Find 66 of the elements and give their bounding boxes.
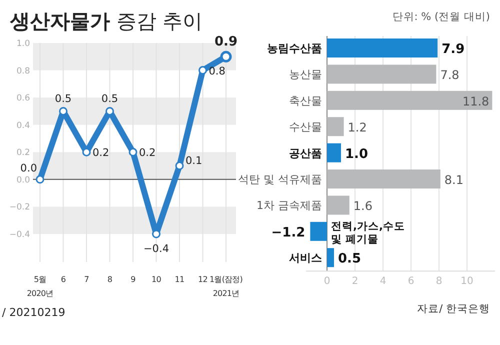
x-tick-label: 2 xyxy=(352,276,358,288)
y-tick-label: 석탄 및 석유제품 xyxy=(238,173,322,186)
data-label: 0.5 xyxy=(338,252,362,267)
point xyxy=(36,175,44,184)
x-tick-label: 12 xyxy=(198,275,208,284)
y-tick-label: 0.2 xyxy=(16,148,30,158)
bar xyxy=(327,117,344,136)
point xyxy=(198,66,207,75)
bar xyxy=(327,38,438,58)
text: 0.8 xyxy=(208,65,226,78)
point xyxy=(128,148,138,156)
x-tick-label: 6 xyxy=(408,276,414,288)
text: 단위: % (전월 대비) xyxy=(392,11,490,23)
x-tick-label: 10 xyxy=(460,276,474,288)
y-tick-label: 서비스 xyxy=(289,252,322,265)
bar xyxy=(327,248,334,268)
y-tick-label: 0.4 xyxy=(16,120,30,131)
text: −0.4 xyxy=(144,243,169,255)
point xyxy=(175,162,184,170)
x-tick-label: 11 xyxy=(174,275,184,284)
y-tick-label: 공산품 xyxy=(289,146,322,160)
y-tick-label: 농산물 xyxy=(289,68,322,82)
y-tick-label: 축산물 xyxy=(289,94,322,108)
y-tick-label: 1.0 xyxy=(16,39,30,49)
x-tick-label: 5월 2020년 xyxy=(26,275,54,298)
x-tick-label: 0 xyxy=(324,276,330,288)
bar xyxy=(327,90,492,110)
x-tick-label: 6 xyxy=(60,275,66,284)
data-label: 8.1 xyxy=(444,173,464,187)
y-tick-label: −0.2 xyxy=(9,202,30,213)
y-tick-label: 0.6 xyxy=(16,94,30,104)
y-tick-label: 수산물 xyxy=(289,120,322,134)
data-label: 11.8 xyxy=(462,94,490,108)
x-tick-label: 8 xyxy=(436,276,442,288)
text: 0.2 xyxy=(139,147,156,160)
text: 0.9 xyxy=(214,34,238,50)
x-tick-label: 1월(잠정) 2021년 xyxy=(210,275,243,298)
x-tick-label: 4 xyxy=(380,276,386,288)
y-tick-label: 0.0 xyxy=(16,175,30,186)
bar xyxy=(327,143,341,162)
x-tick-label: 8 xyxy=(107,275,112,284)
text: 0.2 xyxy=(92,147,110,160)
y-tick-label: 전력,가스,수도 및 폐기물 xyxy=(331,220,405,246)
text: 0.1 xyxy=(186,154,202,167)
y-tick-label: 0.8 xyxy=(16,66,30,76)
text: 0.5 xyxy=(101,93,118,106)
text: / 20210219 xyxy=(2,306,66,319)
y-tick-label: 1차 금속제품 xyxy=(256,199,322,212)
y-tick-label: −0.4 xyxy=(9,230,30,240)
bar xyxy=(327,196,350,215)
x-tick-label: 10 xyxy=(152,275,162,284)
data-label: −1.2 xyxy=(271,225,306,240)
x-tick-label: 9 xyxy=(130,275,136,284)
bar xyxy=(327,170,440,188)
chart-title: 생산자물가 증감 추이 xyxy=(9,9,203,33)
x-tick-label: 7 xyxy=(84,275,90,284)
data-label: 1.0 xyxy=(345,146,368,162)
text: 0.5 xyxy=(54,93,72,106)
bar xyxy=(310,222,327,241)
data-label: 7.8 xyxy=(440,68,460,82)
y-tick-label: 농림수산품 xyxy=(267,42,322,55)
text: 자료/ 한국은행 xyxy=(417,303,490,315)
data-label: 1.2 xyxy=(348,120,367,135)
bar xyxy=(327,64,436,84)
data-label: 1.6 xyxy=(353,199,372,214)
data-label: 7.9 xyxy=(442,42,465,57)
